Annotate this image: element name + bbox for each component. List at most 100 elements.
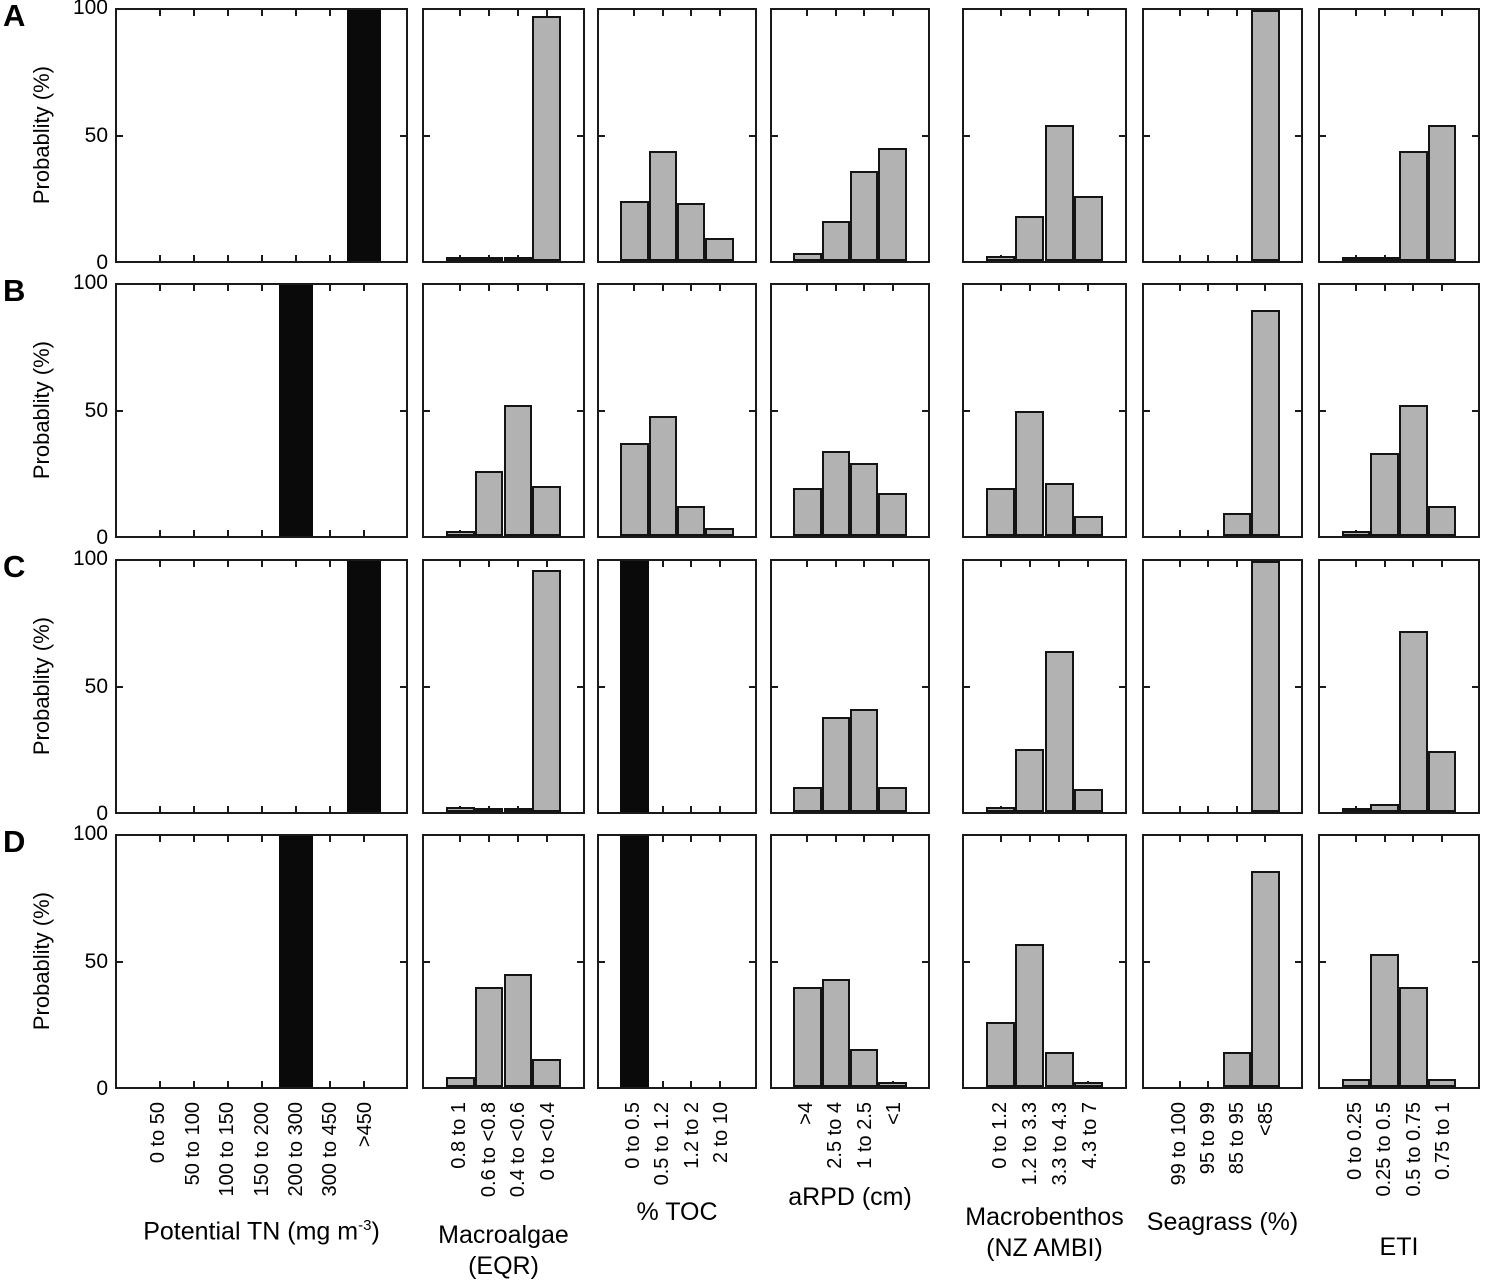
y-tick-mark xyxy=(400,685,406,688)
y-tick-mark xyxy=(1320,685,1326,688)
y-tick-mark xyxy=(117,960,123,963)
x-tick-mark xyxy=(362,530,365,536)
x-tick-mark xyxy=(459,836,462,842)
bar-arpd-cm-0 xyxy=(793,786,822,812)
y-tick-mark xyxy=(400,134,406,137)
bar-macrobenthos-nz-ambi-2 xyxy=(1044,125,1074,261)
chart-B-seagrass-pct xyxy=(1142,283,1303,538)
x-tick-mark xyxy=(1235,255,1238,261)
x-tick-mark xyxy=(1264,285,1267,291)
x-tick-mark xyxy=(690,1081,693,1087)
x-tick-label: 85 to 95 xyxy=(1226,1102,1249,1175)
y-tick-mark xyxy=(1119,134,1125,137)
x-tick-mark xyxy=(863,561,866,567)
y-tick-mark xyxy=(749,685,755,688)
x-tick-mark xyxy=(1412,561,1415,567)
y-tick-mark xyxy=(424,409,430,412)
x-tick-mark xyxy=(158,806,161,812)
x-labels-eti: 0 to 0.25 0.25 to 0.5 0.5 to 0.75 0.75 to 1… xyxy=(1318,1102,1480,1280)
y-tick-mark xyxy=(117,409,123,412)
x-tick-mark xyxy=(1441,285,1444,291)
bar-arpd-cm-2 xyxy=(850,1049,879,1087)
chart-A-seagrass-pct xyxy=(1142,8,1303,263)
x-tick-mark xyxy=(718,806,721,812)
bar-pct-toc-0 xyxy=(620,561,649,812)
bar-potential-tn-6 xyxy=(346,561,381,812)
y-tick-mark xyxy=(964,409,970,412)
x-tick-mark xyxy=(192,285,195,291)
x-tick-mark xyxy=(488,836,491,842)
y-tick-label: 50 xyxy=(84,949,108,973)
x-tick-mark xyxy=(1207,561,1210,567)
y-tick-mark xyxy=(599,409,605,412)
x-tick-label: >4 xyxy=(795,1102,818,1125)
bar-eti-1 xyxy=(1370,453,1399,536)
bar-eti-2 xyxy=(1399,405,1428,536)
y-tick-mark xyxy=(424,960,430,963)
x-tick-mark xyxy=(1028,561,1031,567)
x-labels-macrobenthos-nz-ambi: 0 to 1.2 1.2 to 3.3 3.3 to 4.3 4.3 to 7 Macr… xyxy=(962,1102,1127,1280)
y-tick-label: 0 xyxy=(96,251,108,274)
x-tick-mark xyxy=(1058,561,1061,567)
x-tick-mark xyxy=(294,10,297,16)
bar-macrobenthos-nz-ambi-2 xyxy=(1044,651,1074,812)
x-tick-label: 200 to 300 xyxy=(284,1102,307,1197)
y-tick-mark xyxy=(964,685,970,688)
bar-arpd-cm-1 xyxy=(821,450,850,536)
x-tick-mark xyxy=(718,836,721,842)
x-tick-mark xyxy=(661,1081,664,1087)
y-tick-mark xyxy=(749,134,755,137)
x-tick-label: 2.5 to 4 xyxy=(824,1102,847,1169)
bar-macroalgae-eqr-2 xyxy=(503,974,533,1087)
bar-macrobenthos-nz-ambi-1 xyxy=(1015,410,1045,536)
x-tick-label: <85 xyxy=(1255,1102,1278,1136)
bar-seagrass-pct-3 xyxy=(1251,561,1280,812)
column-title-line2: (EQR) xyxy=(468,1252,539,1280)
x-tick-label: 3.3 to 4.3 xyxy=(1048,1102,1071,1186)
x-tick-mark xyxy=(999,285,1002,291)
x-tick-mark xyxy=(690,285,693,291)
column-title-text: Seagrass (%) xyxy=(1146,1208,1299,1236)
column-title-seagrass-pct: Seagrass (%) xyxy=(1142,1207,1303,1238)
row-label-B: B xyxy=(3,273,26,308)
bar-macroalgae-eqr-3 xyxy=(532,569,562,812)
x-tick-mark xyxy=(1235,561,1238,567)
x-tick-mark xyxy=(806,10,809,16)
bar-macrobenthos-nz-ambi-1 xyxy=(1015,215,1045,261)
bar-macrobenthos-nz-ambi-0 xyxy=(985,255,1016,261)
x-tick-mark xyxy=(834,10,837,16)
column-title-text: % TOC xyxy=(636,1198,718,1226)
x-tick-mark xyxy=(1264,836,1267,842)
y-tick-mark xyxy=(1472,685,1478,688)
chart-C-eti xyxy=(1318,559,1480,814)
column-title-pct-toc: % TOC xyxy=(597,1197,757,1228)
bar-arpd-cm-2 xyxy=(850,463,879,536)
y-tick-mark xyxy=(1295,960,1301,963)
bar-macrobenthos-nz-ambi-0 xyxy=(985,1021,1016,1087)
x-tick-mark xyxy=(1235,285,1238,291)
y-tick-label: 0 xyxy=(96,526,108,549)
x-tick-mark xyxy=(718,10,721,16)
x-tick-mark xyxy=(362,836,365,842)
bar-macroalgae-eqr-0 xyxy=(445,1076,475,1087)
bar-macroalgae-eqr-1 xyxy=(474,470,504,536)
bar-potential-tn-6 xyxy=(346,10,381,261)
column-title-eti: ETI xyxy=(1318,1232,1480,1263)
chart-B-potential-tn xyxy=(115,283,408,538)
x-tick-mark xyxy=(226,530,229,536)
x-tick-mark xyxy=(1412,10,1415,16)
bar-macroalgae-eqr-0 xyxy=(445,530,475,536)
bar-eti-2 xyxy=(1399,150,1428,261)
x-tick-label: 99 to 100 xyxy=(1167,1102,1190,1186)
y-tick-label: 100 xyxy=(72,271,108,294)
x-tick-mark xyxy=(718,285,721,291)
x-tick-mark xyxy=(806,561,809,567)
y-tick-mark xyxy=(1119,685,1125,688)
x-tick-mark xyxy=(192,836,195,842)
x-tick-mark xyxy=(192,10,195,16)
bar-macrobenthos-nz-ambi-2 xyxy=(1044,483,1074,536)
chart-D-pct-toc xyxy=(597,834,757,1089)
x-tick-mark xyxy=(999,561,1002,567)
x-tick-mark xyxy=(488,285,491,291)
x-tick-mark xyxy=(806,836,809,842)
